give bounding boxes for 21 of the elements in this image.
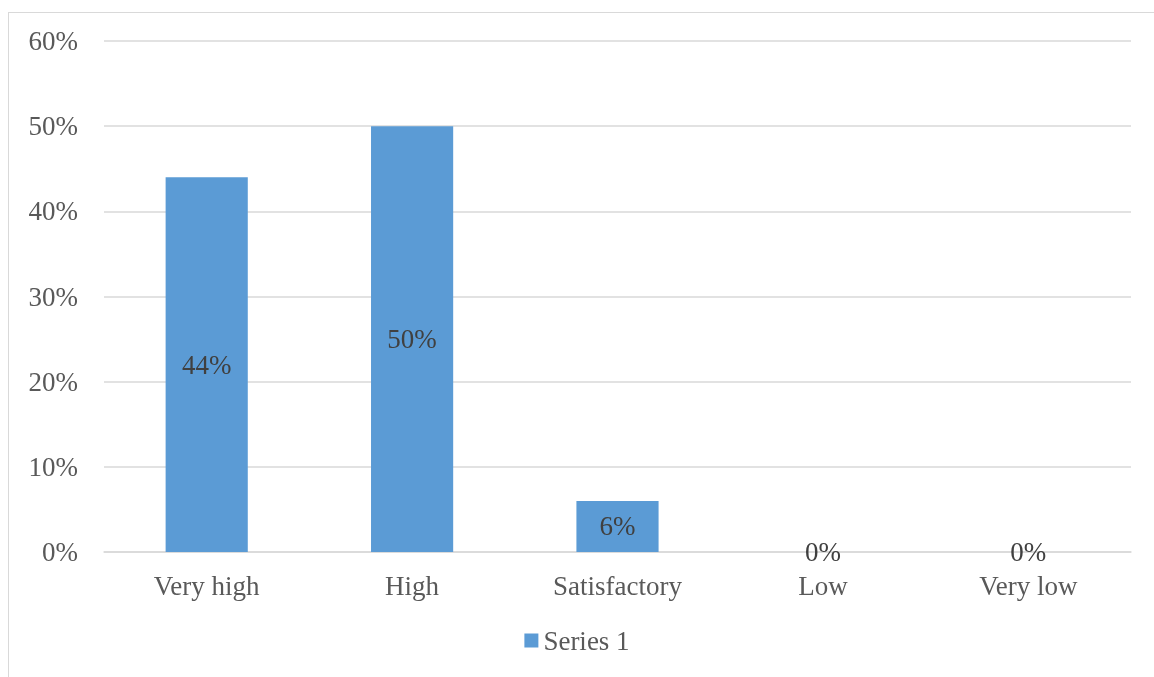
x-tick-label: Very high: [153, 570, 261, 601]
y-tick-label: 30%: [28, 281, 78, 312]
x-tick-label: Satisfactory: [553, 570, 683, 601]
y-tick-label: 40%: [28, 196, 78, 227]
x-tick-label: High: [385, 570, 440, 601]
legend-label: Series 1: [543, 625, 630, 656]
x-tick-label: Very low: [979, 570, 1078, 601]
y-tick-label: 60%: [28, 26, 78, 56]
bar: [371, 126, 454, 552]
data-label: 0%: [804, 537, 841, 567]
data-label: 50%: [387, 324, 437, 355]
data-label: 0%: [1010, 537, 1047, 567]
y-tick-label: 0%: [42, 537, 78, 567]
x-tick-label: Low: [798, 570, 849, 601]
data-label: 6%: [599, 511, 636, 542]
y-tick-label: 10%: [28, 451, 78, 482]
bar: [576, 500, 659, 552]
bar: [165, 177, 248, 552]
data-label: 44%: [181, 349, 232, 380]
y-tick-label: 20%: [28, 366, 78, 397]
y-tick-label: 50%: [28, 111, 78, 142]
